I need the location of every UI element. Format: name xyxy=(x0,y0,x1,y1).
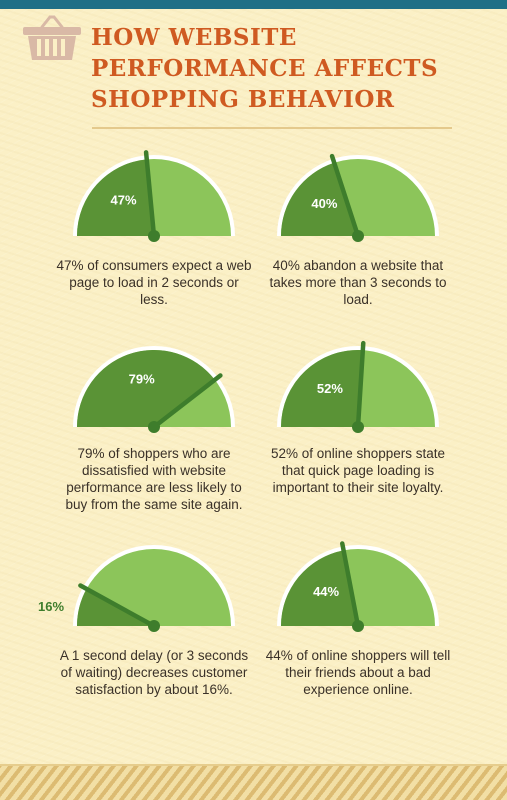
gauge-filled-segment xyxy=(77,350,215,427)
gauge-chart-16 xyxy=(73,545,235,632)
gauge-caption: 44% of online shoppers will tell their f… xyxy=(265,648,451,697)
top-bar xyxy=(0,0,507,9)
gauge-chart-44: 44% xyxy=(277,541,439,632)
gauge-hub xyxy=(352,230,364,242)
shopping-basket-icon xyxy=(23,15,81,60)
gauge-percent-label: 47% xyxy=(110,192,136,207)
gauge-caption: 52% of online shoppers state that quick … xyxy=(270,446,446,495)
gauge-filled-segment xyxy=(281,349,363,427)
gauge-caption: 79% of shoppers who are dissatisfied wit… xyxy=(65,446,243,512)
gauge-caption: 40% abandon a website that takes more th… xyxy=(269,258,447,307)
gauge-chart-40: 40% xyxy=(277,153,439,242)
gauge-percent-label: 79% xyxy=(129,371,155,386)
footer-stripes xyxy=(0,766,507,800)
title-line: HOW WEBSITE xyxy=(91,24,297,51)
gauge-percent-label: 40% xyxy=(311,196,337,211)
gauge-chart-79: 79% xyxy=(73,346,235,433)
title-line: PERFORMANCE AFFECTS xyxy=(91,55,439,82)
gauge-filled-segment xyxy=(77,159,154,236)
gauge-hub xyxy=(148,620,160,632)
gauge-percent-label: 44% xyxy=(313,584,339,599)
gauge-needle xyxy=(143,150,157,239)
footer-edge xyxy=(0,764,507,766)
gauge-needle xyxy=(355,340,366,430)
gauge-needle xyxy=(151,373,223,430)
gauge-hub xyxy=(148,421,160,433)
gauge-chart-52: 52% xyxy=(277,340,439,433)
gauge-needle xyxy=(78,583,157,629)
gauge-chart-47: 47% xyxy=(73,150,235,242)
gauge-hub xyxy=(148,230,160,242)
gauge-needle xyxy=(340,541,361,629)
gauge-filled-segment xyxy=(281,550,358,626)
page-title: HOW WEBSITE PERFORMANCE AFFECTS SHOPPING… xyxy=(91,22,491,115)
header-divider xyxy=(92,127,452,129)
gauge-hub xyxy=(352,421,364,433)
gauge-percent-label: 52% xyxy=(317,381,343,396)
gauge-hub xyxy=(352,620,364,632)
gauge-caption: 47% of consumers expect a web page to lo… xyxy=(56,258,252,307)
gauge-percent-label: 16% xyxy=(38,599,65,614)
gauge-caption: A 1 second delay (or 3 seconds of waitin… xyxy=(59,648,249,697)
gauge-needle xyxy=(329,153,361,239)
title-line: SHOPPING BEHAVIOR xyxy=(91,86,395,113)
